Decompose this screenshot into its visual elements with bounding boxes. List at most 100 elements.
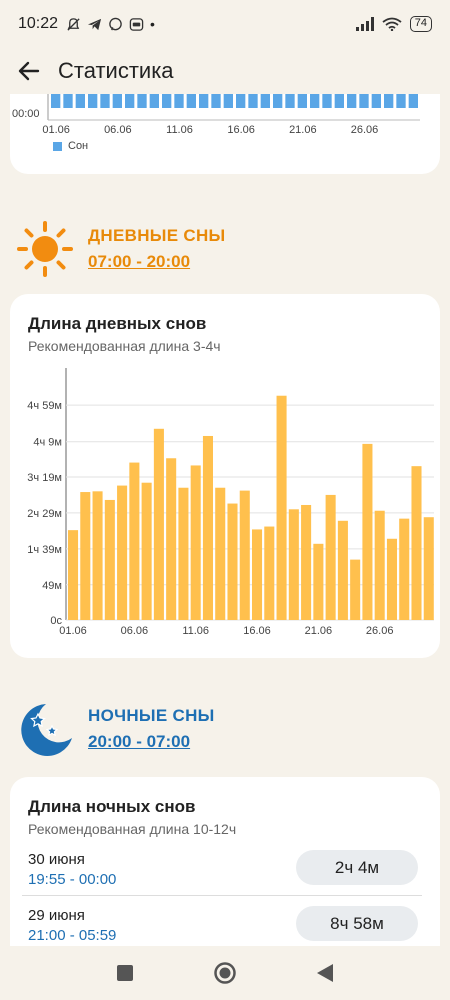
day-range-link[interactable]: 07:00 - 20:00: [88, 252, 191, 271]
sleep-bar: [236, 94, 246, 108]
viber-icon: [109, 17, 122, 30]
legend-label: Сон: [68, 140, 89, 152]
night-date: 30 июня: [28, 851, 85, 868]
bar-23.06[interactable]: [337, 520, 348, 620]
sleep-bar: [297, 94, 307, 108]
scroll-content[interactable]: 00:00 01.06 06.06 11.06 16.06 21.06 26.06 Сон: [0, 94, 450, 946]
bar-09.06[interactable]: [166, 458, 177, 620]
x-tick-label: 11.06: [182, 625, 209, 637]
mute-bell-icon: [67, 17, 80, 31]
telegram-icon: [87, 18, 102, 30]
bar-03.06[interactable]: [92, 491, 103, 620]
bar-29.06[interactable]: [411, 466, 422, 620]
bar-01.06[interactable]: [68, 530, 79, 620]
y-tick-label: 3ч 19м: [27, 472, 62, 484]
bar-28.06[interactable]: [399, 518, 410, 620]
bar-16.06[interactable]: [252, 529, 263, 620]
y-tick-label: 4ч 9м: [33, 437, 62, 449]
recents-button[interactable]: [111, 959, 139, 987]
bar-07.06[interactable]: [141, 482, 152, 620]
list-item[interactable]: 30 июня 19:55 - 00:00 2ч 4м: [10, 850, 440, 909]
dot-icon: •: [150, 16, 155, 32]
y-tick-label: 0с: [50, 615, 62, 627]
bar-05.06[interactable]: [117, 485, 128, 620]
x-tick-label: 26.06: [366, 625, 394, 637]
signal-icon: [355, 17, 374, 31]
bar-13.06[interactable]: [215, 487, 226, 620]
status-time: 10:22: [18, 15, 59, 32]
y-tick-label: 2ч 29м: [27, 508, 62, 520]
square-icon: [117, 965, 133, 981]
y-tick-label: 00:00: [12, 108, 40, 120]
x-tick-label: 06.06: [104, 124, 132, 134]
y-tick-label: 1ч 39м: [27, 544, 62, 556]
bar-30.06[interactable]: [423, 517, 434, 620]
day-card-subtitle: Рекомендованная длина 3-4ч: [28, 338, 221, 354]
sleep-bar: [211, 94, 221, 108]
sleep-bar: [248, 94, 258, 108]
moon-icon: [21, 704, 72, 756]
night-sleep-card: Длина ночных снов Рекомендованная длина …: [10, 777, 440, 946]
bar-24.06[interactable]: [350, 559, 361, 620]
x-tick-label: 01.06: [59, 625, 87, 637]
bar-12.06[interactable]: [202, 435, 213, 620]
x-tick-label: 21.06: [289, 124, 317, 134]
app-bar: Статистика: [0, 48, 450, 94]
sleep-bar: [273, 94, 283, 108]
battery-icon: 74: [409, 16, 432, 32]
sleep-chart: 00:00 01.06 06.06 11.06 16.06 21.06 26.06: [12, 94, 420, 134]
bar-25.06[interactable]: [362, 443, 373, 620]
bar-15.06[interactable]: [239, 490, 250, 620]
bar-17.06[interactable]: [264, 526, 275, 620]
arrow-left-icon: [18, 61, 40, 81]
home-button[interactable]: [211, 959, 239, 987]
sun-icon: [17, 221, 73, 277]
sleep-bar: [384, 94, 394, 108]
bar-02.06[interactable]: [80, 492, 91, 620]
sleep-bar: [347, 94, 357, 108]
x-tick-label: 26.06: [351, 124, 379, 134]
wifi-icon: [382, 17, 402, 31]
x-tick-label: 06.06: [121, 625, 149, 637]
back-nav-button[interactable]: [311, 959, 339, 987]
sleep-bar: [88, 94, 98, 108]
list-item[interactable]: 29 июня 21:00 - 05:59 8ч 58м: [10, 906, 440, 946]
x-tick-label: 16.06: [243, 625, 271, 637]
bar-20.06[interactable]: [301, 504, 312, 620]
sleep-bar: [359, 94, 369, 108]
sleep-chart-card: 00:00 01.06 06.06 11.06 16.06 21.06 26.06 Сон: [10, 94, 440, 174]
sleep-bar: [162, 94, 172, 108]
bar-19.06[interactable]: [288, 509, 299, 620]
messenger-icon: [129, 17, 144, 31]
sleep-bar: [186, 94, 196, 108]
duration-badge: 2ч 4м: [296, 850, 418, 885]
sleep-bar: [310, 94, 320, 108]
back-button[interactable]: [14, 56, 44, 86]
day-section-title: ДНЕВНЫЕ СНЫ: [88, 226, 226, 245]
x-tick-label: 21.06: [305, 625, 333, 637]
bar-26.06[interactable]: [374, 510, 385, 620]
sleep-bar: [125, 94, 135, 108]
sleep-bar: [112, 94, 122, 108]
triangle-back-icon: [317, 964, 333, 982]
sleep-bar: [149, 94, 159, 108]
bar-27.06[interactable]: [386, 538, 397, 620]
day-card-title: Длина дневных снов: [28, 314, 207, 333]
sleep-bar: [285, 94, 295, 108]
bar-10.06[interactable]: [178, 487, 189, 620]
bar-22.06[interactable]: [325, 494, 336, 620]
bar-21.06[interactable]: [313, 543, 324, 620]
sleep-bar: [75, 94, 85, 108]
bar-08.06[interactable]: [153, 428, 164, 620]
bar-18.06[interactable]: [276, 395, 287, 620]
bar-14.06[interactable]: [227, 503, 238, 620]
bar-11.06[interactable]: [190, 465, 201, 620]
sleep-bar: [174, 94, 184, 108]
day-sleep-chart: 0с 49м 1ч 39м 2ч 29м 3ч 19м 4ч 9м 4ч 59м 01.06…: [27, 368, 434, 637]
night-time-range: 19:55 - 00:00: [28, 871, 117, 888]
night-range-link[interactable]: 20:00 - 07:00: [88, 732, 191, 751]
bar-06.06[interactable]: [129, 462, 140, 620]
sleep-bar: [100, 94, 110, 108]
bar-04.06[interactable]: [104, 499, 115, 620]
sleep-bar: [199, 94, 209, 108]
